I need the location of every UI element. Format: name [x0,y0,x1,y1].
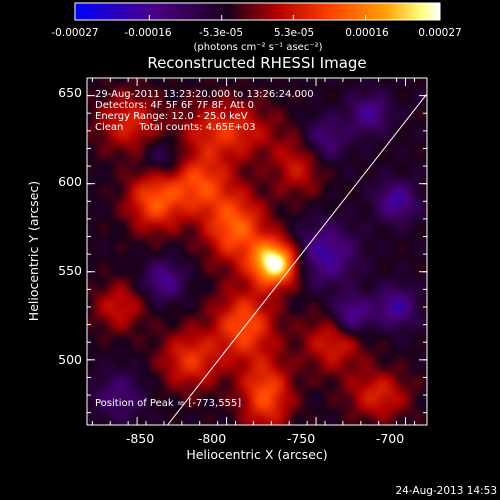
x-tick-label: -700 [376,431,404,446]
colorbar-units: (photons cm⁻² s⁻¹ asec⁻²) [193,42,322,53]
x-tick-label: -850 [126,431,154,446]
x-tick-label: -750 [287,431,315,446]
footer-timestamp: 24-Aug-2013 14:53 [395,485,497,497]
colorbar-tick-label: -0.00016 [124,27,172,39]
colorbar-tick-label: 0.00016 [345,27,389,39]
colorbar-tick-label: -0.00027 [51,27,98,39]
colorbar-gradient [74,2,441,21]
y-tick-label: 500 [58,352,82,367]
x-tick-label: -800 [198,431,226,446]
heatmap-image [87,78,427,425]
y-axis-label: Heliocentric Y (arcsec) [26,181,41,321]
y-tick-label: 550 [58,263,82,278]
y-tick-label: 600 [58,174,82,189]
colorbar: -0.00027 -0.00016 -5.3e-05 5.3e-05 0.000… [51,2,462,53]
colorbar-tick-label: 0.00027 [418,27,461,39]
y-tick-label: 650 [58,85,82,100]
colorbar-tick-label: 5.3e-05 [274,27,314,39]
plot-frame [86,77,428,426]
peak-position-label: Position of Peak = [-773,555] [95,398,241,409]
info-line: Detectors: 4F 5F 6F 7F 8F, Att 0 [95,100,254,111]
info-line: Clean Total counts: 4.65E+03 [95,122,255,133]
info-line: Energy Range: 12.0 - 25.0 keV [95,111,248,122]
info-line: 29-Aug-2011 13:23:20.000 to 13:26:24.000 [95,89,314,100]
limb-line [167,93,427,425]
chart-title: Reconstructed RHESSI Image [147,54,366,72]
axis-ticks [87,77,427,425]
info-block: 29-Aug-2011 13:23:20.000 to 13:26:24.000… [95,89,314,133]
x-axis-label: Heliocentric X (arcsec) [186,447,327,462]
colorbar-tick-label: -5.3e-05 [199,27,243,39]
